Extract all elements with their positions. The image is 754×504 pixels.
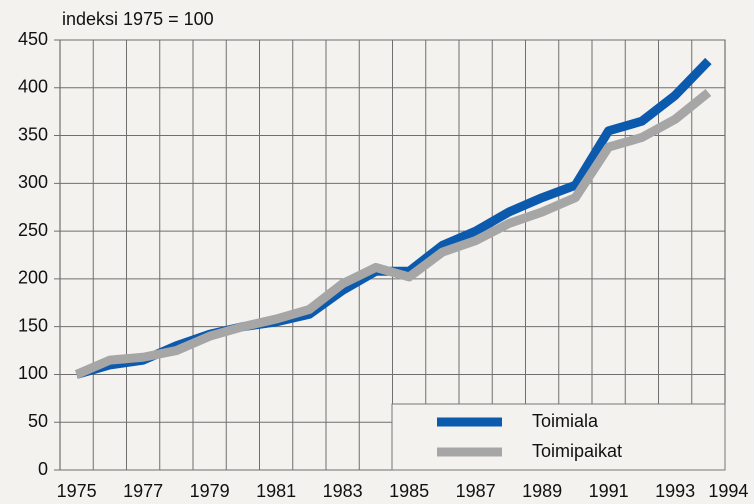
- legend-label: Toimiala: [532, 411, 599, 431]
- y-tick-label: 150: [18, 315, 48, 335]
- x-tick-label: 1975: [57, 481, 97, 501]
- y-tick-label: 300: [18, 172, 48, 192]
- y-tick-label: 50: [28, 411, 48, 431]
- x-tick-label: 1991: [589, 481, 629, 501]
- y-tick-label: 200: [18, 268, 48, 288]
- y-tick-label: 250: [18, 220, 48, 240]
- x-tick-label: 1993: [655, 481, 695, 501]
- legend-box: [391, 403, 726, 471]
- x-tick-label: 1987: [456, 481, 496, 501]
- series-line: [74, 89, 712, 379]
- y-tick-label: 100: [18, 363, 48, 383]
- x-tick-label: 1985: [389, 481, 429, 501]
- x-tick-label: 1981: [256, 481, 296, 501]
- x-tick-label: 1989: [522, 481, 562, 501]
- x-tick-label: 1994: [708, 481, 748, 501]
- y-tick-label: 400: [18, 77, 48, 97]
- y-tick-label: 450: [18, 29, 48, 49]
- x-tick-label: 1979: [190, 481, 230, 501]
- chart-title: indeksi 1975 = 100: [62, 9, 214, 29]
- x-tick-label: 1983: [323, 481, 363, 501]
- x-tick-label: 1977: [123, 481, 163, 501]
- y-tick-label: 350: [18, 124, 48, 144]
- y-tick-label: 0: [38, 459, 48, 479]
- legend-label: Toimipaikat: [532, 441, 622, 461]
